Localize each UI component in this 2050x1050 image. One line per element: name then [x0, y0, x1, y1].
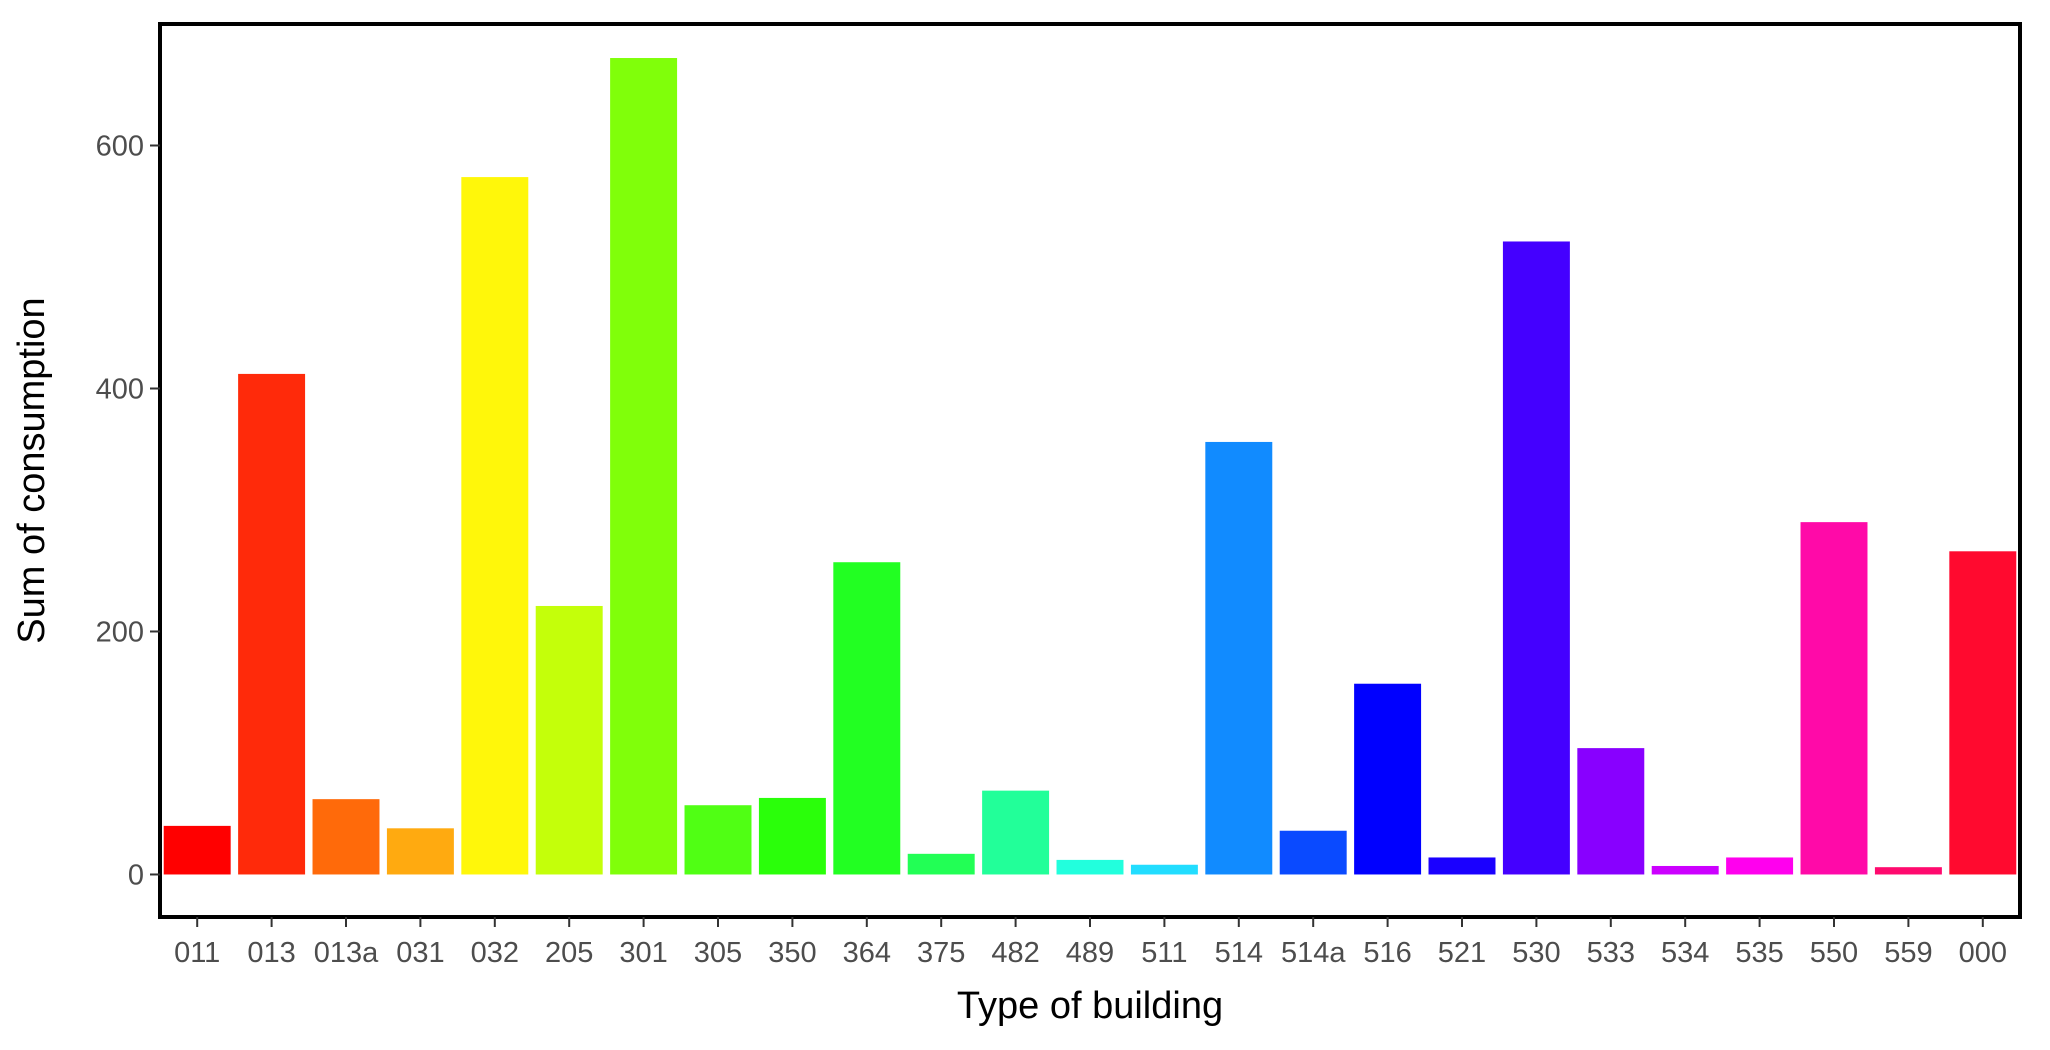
- bar-301: [610, 58, 678, 875]
- x-tick-label-032: 032: [471, 937, 519, 969]
- y-axis-title: Sum of consumption: [11, 297, 53, 643]
- x-tick-label-013a: 013a: [314, 937, 379, 969]
- x-tick-label-533: 533: [1587, 937, 1635, 969]
- bar-350: [758, 797, 826, 875]
- bar-514a: [1279, 830, 1347, 875]
- bar-550: [1800, 522, 1868, 875]
- bar-559: [1874, 867, 1942, 875]
- bar-011: [163, 825, 231, 875]
- x-tick-label-535: 535: [1735, 937, 1783, 969]
- x-tick-label-305: 305: [694, 937, 742, 969]
- x-tick-label-489: 489: [1066, 937, 1114, 969]
- x-tick-label-559: 559: [1884, 937, 1932, 969]
- bar-375: [907, 853, 975, 875]
- x-tick-label-521: 521: [1438, 937, 1486, 969]
- bar-516: [1354, 683, 1422, 875]
- bar-489: [1056, 859, 1124, 875]
- bar-305: [684, 805, 752, 875]
- x-tick-label-530: 530: [1512, 937, 1560, 969]
- x-tick-label-514: 514: [1215, 937, 1263, 969]
- bar-013: [238, 373, 306, 875]
- bar-364: [833, 562, 901, 875]
- y-tick-label: 400: [96, 373, 144, 405]
- bar-032: [461, 177, 529, 875]
- x-tick-label-350: 350: [768, 937, 816, 969]
- x-tick-label-482: 482: [991, 937, 1039, 969]
- x-tick-label-511: 511: [1141, 937, 1187, 969]
- x-tick-label-375: 375: [917, 937, 965, 969]
- bar-530: [1502, 241, 1570, 875]
- x-tick-label-011: 011: [174, 937, 220, 969]
- bar-031: [386, 828, 454, 875]
- x-axis-title: Type of building: [957, 985, 1223, 1027]
- x-tick-label-013: 013: [247, 937, 295, 969]
- bar-482: [982, 790, 1050, 875]
- y-tick-label: 200: [96, 616, 144, 648]
- x-tick-label-364: 364: [843, 937, 891, 969]
- bar-534: [1651, 865, 1719, 875]
- x-tick-label-205: 205: [545, 937, 593, 969]
- x-tick-label-301: 301: [619, 937, 667, 969]
- x-axis: 011 013 013a 031 032 205 301 305 350 364 375 482 489…: [174, 917, 2007, 969]
- bar-521: [1428, 857, 1496, 875]
- bars-group: [163, 58, 2017, 875]
- x-tick-label-550: 550: [1810, 937, 1858, 969]
- y-tick-label: 600: [96, 130, 144, 162]
- y-axis: 0 200 400 600: [96, 130, 160, 891]
- x-tick-label-534: 534: [1661, 937, 1709, 969]
- x-tick-label-514a: 514a: [1281, 937, 1346, 969]
- bar-205: [535, 605, 603, 875]
- bar-511: [1130, 864, 1198, 875]
- bar-533: [1577, 748, 1645, 875]
- bar-535: [1726, 857, 1794, 875]
- bar-514: [1205, 441, 1273, 875]
- bar-000: [1949, 551, 2017, 875]
- panel-border: [158, 22, 2022, 919]
- x-tick-label-000: 000: [1959, 937, 2007, 969]
- bar-013a: [312, 799, 380, 875]
- x-tick-label-031: 031: [396, 937, 444, 969]
- y-tick-label: 0: [128, 859, 144, 891]
- x-tick-label-516: 516: [1363, 937, 1411, 969]
